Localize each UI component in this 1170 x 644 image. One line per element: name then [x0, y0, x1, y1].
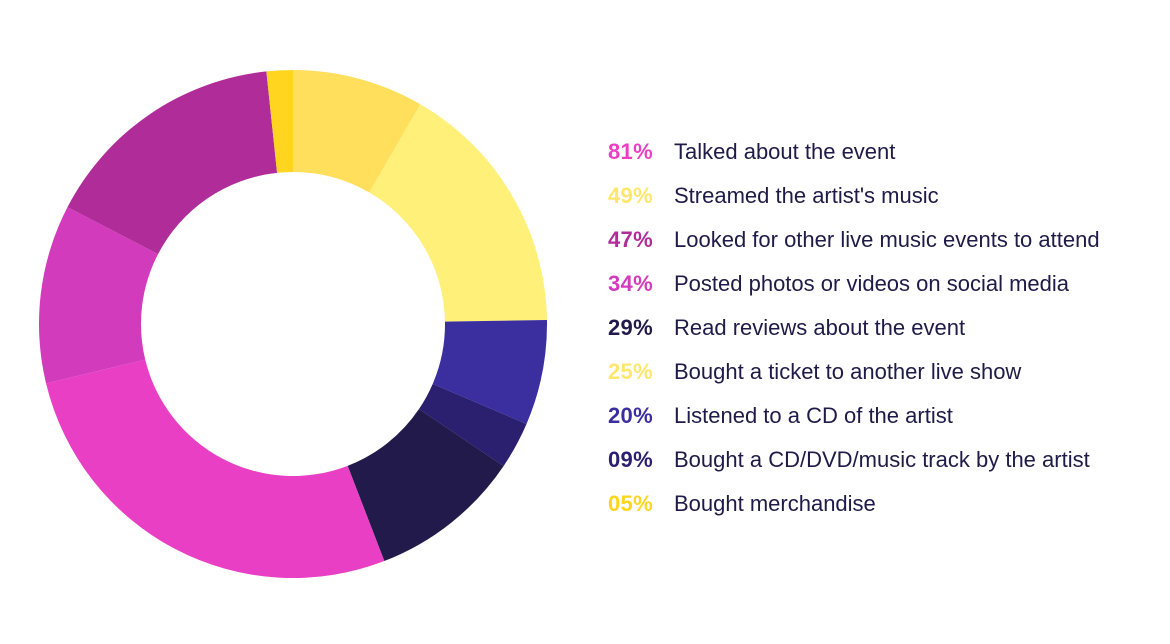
- legend-label: Posted photos or videos on social media: [674, 271, 1070, 296]
- donut-slice-2: [67, 71, 278, 255]
- legend-label: Bought merchandise: [674, 491, 876, 516]
- legend-label: Listened to a CD of the artist: [674, 403, 953, 428]
- legend-item: 34% Posted photos or videos on social med…: [608, 262, 1164, 306]
- legend-percent: 81%: [608, 139, 653, 164]
- legend-label: Looked for other live music events to at…: [674, 227, 1100, 252]
- legend-label: Bought a CD/DVD/music track by the artis…: [674, 447, 1090, 472]
- legend-percent: 29%: [608, 315, 653, 340]
- legend-percent: 09%: [608, 447, 653, 472]
- donut-slice-4: [347, 409, 504, 562]
- donut-slice-3: [38, 207, 159, 384]
- legend-item: 47% Looked for other live music events to…: [608, 218, 1164, 262]
- legend-label: Bought a ticket to another live show: [674, 359, 1022, 384]
- donut-slice-0: [46, 359, 385, 578]
- legend-percent: 25%: [608, 359, 653, 384]
- legend-percent: 47%: [608, 227, 653, 252]
- donut-slice-6: [432, 319, 547, 424]
- donut-slice-7: [418, 383, 527, 467]
- donut-chart: [38, 70, 547, 578]
- legend-percent: 49%: [608, 183, 653, 208]
- legend-item: 49% Streamed the artist's music: [608, 174, 1164, 218]
- legend-label: Read reviews about the event: [674, 315, 966, 340]
- legend: 81% Talked about the event 49% Streamed the…: [608, 130, 1164, 526]
- legend-percent: 20%: [608, 403, 653, 428]
- legend-percent: 34%: [608, 271, 653, 296]
- legend-item: 29% Read reviews about the event: [608, 306, 1164, 350]
- legend-item: 20% Listened to a CD of the artist: [608, 394, 1164, 438]
- donut-slice-8: [266, 70, 293, 173]
- legend-label: Talked about the event: [674, 139, 896, 164]
- legend-item: 81% Talked about the event: [608, 130, 1164, 174]
- donut-slice-5: [293, 70, 421, 193]
- legend-item: 09% Bought a CD/DVD/music track by the ar…: [608, 438, 1164, 482]
- legend-label: Streamed the artist's music: [674, 183, 939, 208]
- legend-item: 25% Bought a ticket to another live show: [608, 350, 1164, 394]
- donut-slice-1: [369, 104, 547, 322]
- legend-percent: 05%: [608, 491, 653, 516]
- legend-item: 05% Bought merchandise: [608, 482, 1164, 526]
